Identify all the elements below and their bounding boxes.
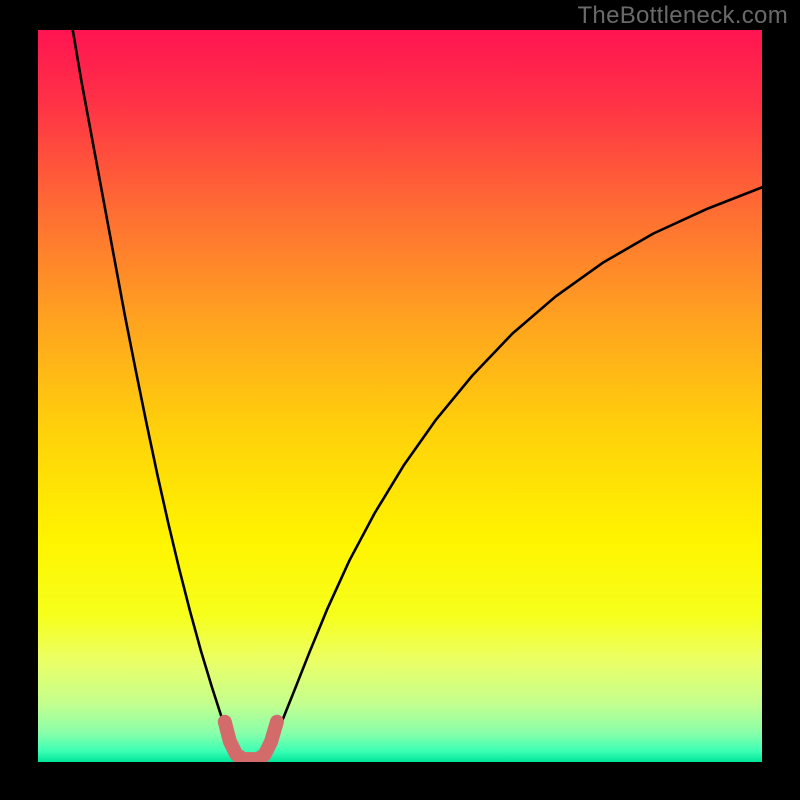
watermark-text: TheBottleneck.com: [577, 2, 788, 30]
bottleneck-curve: [73, 30, 762, 762]
optimal-region-highlight: [225, 722, 277, 759]
curve-layer: [38, 30, 762, 762]
plot-area: [38, 30, 762, 762]
